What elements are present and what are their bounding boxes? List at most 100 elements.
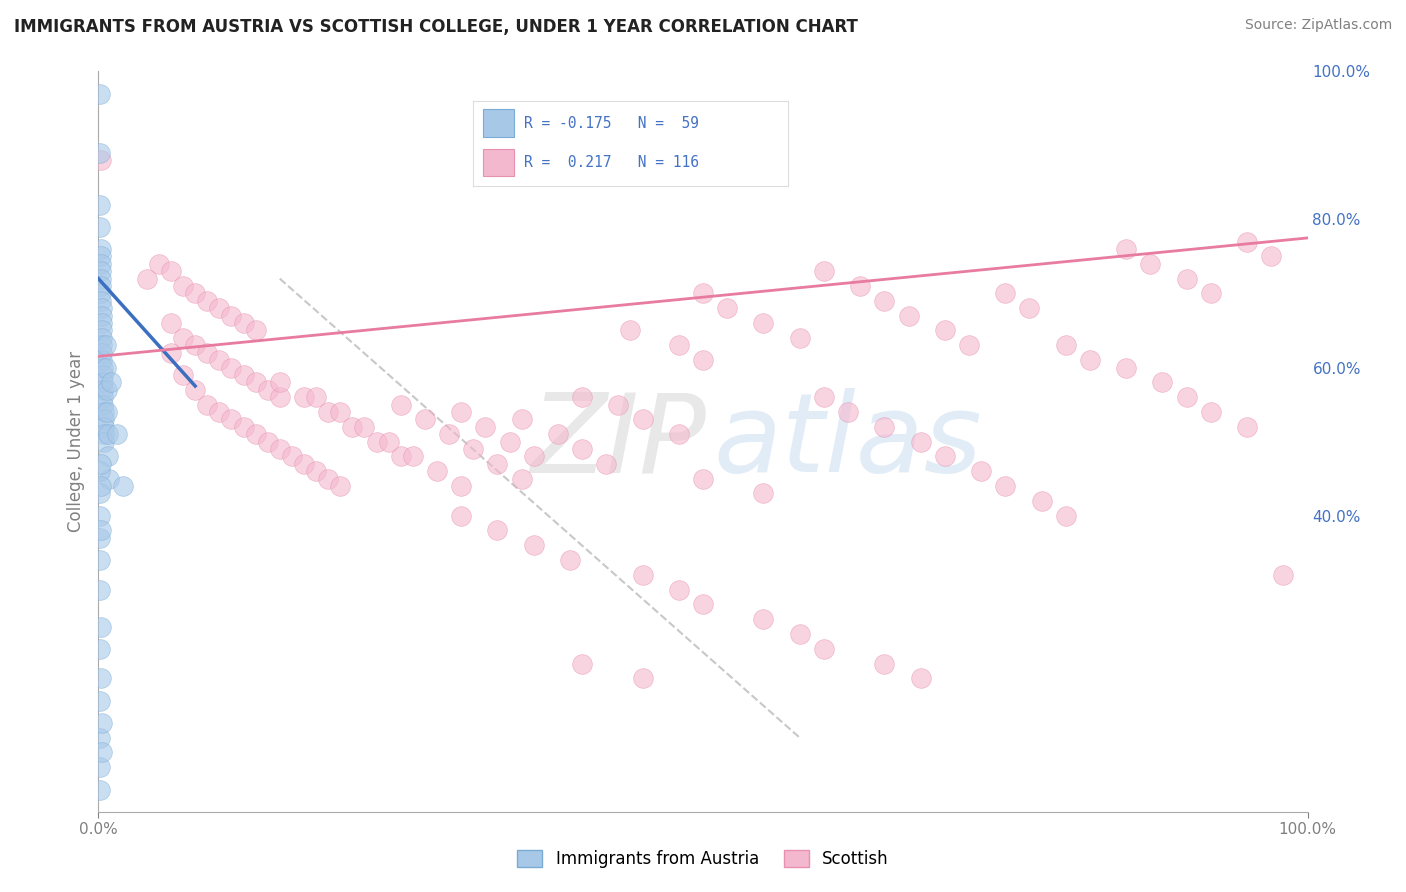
Point bbox=[89, 782, 111, 797]
Point bbox=[90, 619, 112, 633]
Point bbox=[90, 279, 112, 293]
Point bbox=[89, 197, 111, 211]
Point bbox=[571, 390, 593, 404]
Point bbox=[232, 316, 254, 330]
Point bbox=[450, 508, 472, 523]
Point bbox=[100, 376, 122, 390]
Point bbox=[1199, 286, 1222, 301]
Point bbox=[221, 412, 243, 426]
Point bbox=[813, 390, 835, 404]
Point bbox=[208, 405, 231, 419]
Point bbox=[1031, 493, 1053, 508]
Point bbox=[1199, 405, 1222, 419]
Point bbox=[934, 450, 956, 464]
Point bbox=[910, 672, 932, 686]
Point bbox=[208, 301, 231, 316]
Point bbox=[910, 434, 932, 449]
Point bbox=[1236, 419, 1258, 434]
Point bbox=[89, 486, 111, 500]
Point bbox=[269, 390, 291, 404]
Point bbox=[486, 457, 509, 471]
Point bbox=[1078, 353, 1101, 368]
Point bbox=[510, 412, 533, 426]
Point bbox=[619, 324, 641, 338]
Point bbox=[752, 316, 775, 330]
Point bbox=[607, 398, 630, 412]
Point bbox=[281, 450, 304, 464]
Point bbox=[94, 338, 117, 352]
Point bbox=[752, 612, 775, 626]
Point bbox=[692, 353, 714, 368]
Text: atlas: atlas bbox=[714, 388, 983, 495]
Point bbox=[789, 627, 811, 641]
Point bbox=[91, 338, 114, 352]
Point bbox=[91, 360, 114, 375]
Point bbox=[90, 457, 112, 471]
Point bbox=[571, 657, 593, 671]
Point bbox=[90, 264, 112, 278]
Point bbox=[873, 293, 896, 308]
Point bbox=[269, 376, 291, 390]
Point bbox=[91, 316, 114, 330]
Legend: Immigrants from Austria, Scottish: Immigrants from Austria, Scottish bbox=[510, 843, 896, 875]
Point bbox=[98, 471, 121, 485]
Point bbox=[90, 250, 112, 264]
Point bbox=[96, 405, 118, 419]
Point bbox=[195, 293, 218, 308]
Text: Source: ZipAtlas.com: Source: ZipAtlas.com bbox=[1244, 18, 1392, 32]
Point bbox=[90, 257, 112, 271]
Y-axis label: College, Under 1 year: College, Under 1 year bbox=[66, 351, 84, 533]
Point bbox=[93, 412, 115, 426]
Point bbox=[184, 338, 207, 352]
Point bbox=[221, 360, 243, 375]
Point bbox=[89, 553, 111, 567]
Point bbox=[111, 479, 134, 493]
Point bbox=[1115, 242, 1137, 256]
Point bbox=[90, 242, 112, 256]
Point bbox=[91, 353, 114, 368]
Point bbox=[558, 553, 581, 567]
Point bbox=[89, 464, 111, 478]
Point bbox=[498, 434, 520, 449]
Text: ZIP: ZIP bbox=[530, 388, 706, 495]
Point bbox=[1018, 301, 1040, 316]
Point bbox=[172, 279, 194, 293]
Point bbox=[256, 434, 278, 449]
Point bbox=[523, 450, 546, 464]
Point bbox=[97, 427, 120, 442]
Point bbox=[160, 316, 183, 330]
Point bbox=[89, 508, 111, 523]
Point bbox=[692, 598, 714, 612]
Point bbox=[426, 464, 449, 478]
Point bbox=[90, 286, 112, 301]
Point bbox=[970, 464, 993, 478]
Point bbox=[160, 264, 183, 278]
Point bbox=[329, 479, 352, 493]
Point bbox=[1152, 376, 1174, 390]
Point bbox=[366, 434, 388, 449]
Point bbox=[91, 331, 114, 345]
Point bbox=[668, 582, 690, 597]
Point bbox=[91, 309, 114, 323]
Point bbox=[90, 524, 112, 538]
Point bbox=[668, 338, 690, 352]
Point bbox=[89, 531, 111, 545]
Point bbox=[813, 641, 835, 656]
Point bbox=[631, 567, 654, 582]
Point bbox=[256, 383, 278, 397]
Point bbox=[93, 419, 115, 434]
Point bbox=[93, 434, 115, 449]
Point bbox=[305, 464, 328, 478]
Point bbox=[450, 479, 472, 493]
Point bbox=[342, 419, 364, 434]
Point bbox=[994, 286, 1017, 301]
Point bbox=[813, 264, 835, 278]
Point bbox=[91, 746, 114, 760]
Point bbox=[91, 715, 114, 730]
Point bbox=[305, 390, 328, 404]
Point bbox=[1272, 567, 1295, 582]
Point bbox=[752, 486, 775, 500]
Point bbox=[89, 582, 111, 597]
Point bbox=[957, 338, 980, 352]
Point bbox=[89, 219, 111, 234]
